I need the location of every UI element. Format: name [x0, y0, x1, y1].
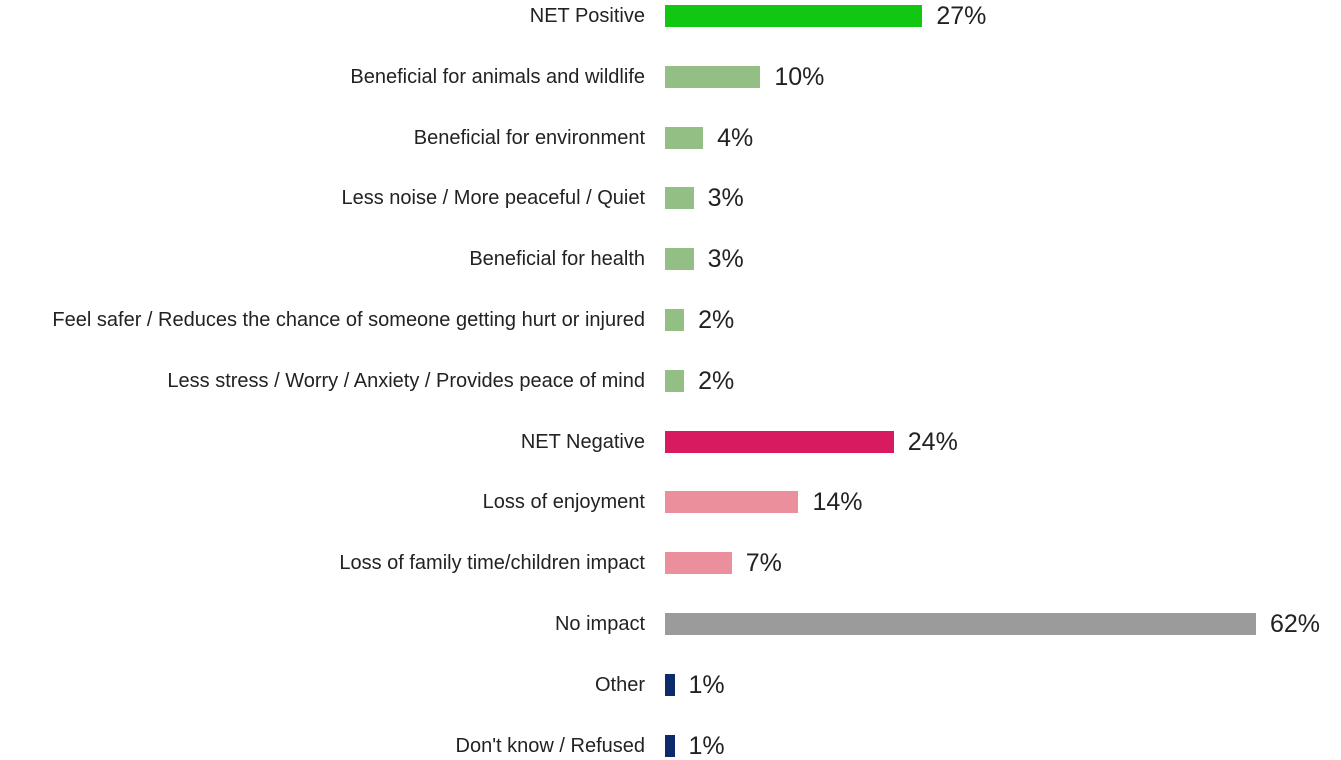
category-label: NET Negative	[520, 430, 645, 453]
value-label: 1%	[688, 670, 725, 699]
value-label: 27%	[936, 2, 987, 30]
category-label: Less noise / More peaceful / Quiet	[341, 187, 646, 210]
bar	[665, 65, 761, 88]
bar	[665, 552, 732, 575]
bar	[665, 248, 694, 271]
value-label: 7%	[745, 549, 782, 578]
bar	[665, 491, 799, 514]
category-label: NET Positive	[529, 5, 645, 27]
category-label: No impact	[554, 613, 645, 635]
bar	[665, 309, 685, 331]
category-label: Loss of enjoyment	[482, 491, 645, 514]
value-label: 10%	[774, 62, 825, 91]
value-label: 2%	[698, 366, 735, 395]
bar	[665, 613, 1256, 635]
value-label: 2%	[698, 306, 735, 334]
value-label: 4%	[717, 123, 754, 152]
category-label: Beneficial for animals and wildlife	[350, 65, 645, 88]
category-label: Feel safer / Reduces the chance of someo…	[52, 309, 645, 331]
value-label: 14%	[812, 488, 863, 517]
bar	[665, 187, 694, 210]
value-label: 3%	[707, 245, 744, 274]
value-label: 62%	[1270, 610, 1321, 638]
category-label: Don't know / Refused	[455, 734, 645, 757]
category-label: Less stress / Worry / Anxiety / Provides…	[167, 369, 645, 392]
value-label: 24%	[907, 427, 958, 456]
bar	[665, 5, 923, 27]
category-label: Other	[594, 673, 645, 696]
bar	[665, 734, 675, 757]
category-label: Beneficial for environment	[413, 126, 645, 149]
value-label: 3%	[707, 184, 744, 213]
bar	[665, 430, 894, 453]
value-label: 1%	[688, 731, 725, 760]
bar	[665, 126, 704, 149]
category-label: Loss of family time/children impact	[339, 552, 645, 575]
bar	[665, 369, 685, 392]
category-label: Beneficial for health	[469, 248, 645, 271]
bar	[665, 673, 675, 696]
